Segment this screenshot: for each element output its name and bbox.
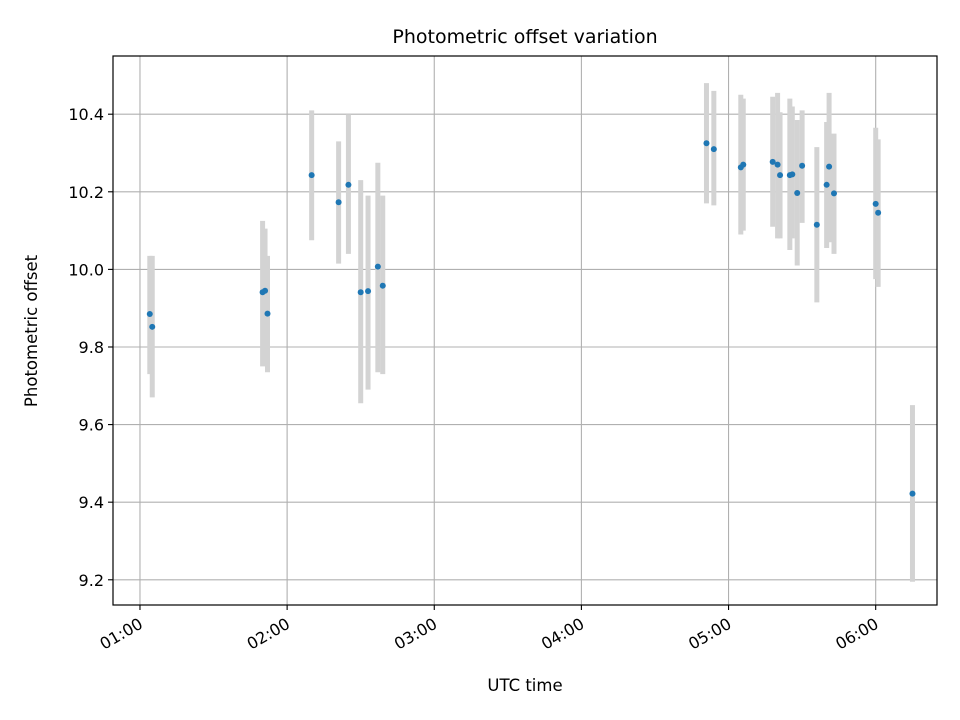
data-point: [826, 163, 833, 170]
data-point: [740, 161, 747, 168]
data-point: [264, 310, 271, 317]
data-point: [345, 181, 352, 188]
data-point: [799, 162, 806, 169]
data-point: [909, 490, 916, 497]
data-point: [149, 323, 156, 330]
data-point: [335, 199, 342, 206]
y-tick-label: 9.2: [79, 571, 104, 590]
data-point: [813, 221, 820, 228]
y-tick-label: 10.2: [68, 183, 104, 202]
y-tick-label: 9.4: [79, 493, 104, 512]
chart-title: Photometric offset variation: [392, 26, 657, 48]
data-point: [710, 146, 717, 153]
data-point: [777, 172, 784, 179]
data-point: [831, 190, 837, 197]
data-point: [262, 287, 269, 294]
data-point: [872, 200, 879, 207]
data-point: [823, 181, 830, 188]
plot-frame: [112, 55, 938, 606]
data-point: [769, 158, 776, 165]
y-axis: 9.2 9.4 9.6 9.8 10.0 10.2 10.4: [68, 105, 113, 590]
data-point: [703, 140, 710, 147]
y-tick-label: 9.6: [79, 416, 104, 435]
data-point: [774, 161, 781, 168]
data-point: [365, 288, 372, 295]
data-point: [146, 311, 153, 318]
y-tick-label: 9.8: [79, 338, 104, 357]
data-point: [789, 171, 796, 178]
y-tick-label: 10.0: [68, 260, 104, 279]
y-tick-label: 10.4: [68, 105, 104, 124]
data-point: [794, 189, 801, 196]
data-point: [357, 289, 364, 296]
data-points: [146, 140, 916, 497]
data-point: [374, 263, 381, 270]
y-axis-label: Photometric offset: [22, 254, 41, 407]
data-point: [875, 209, 882, 216]
data-point: [308, 172, 315, 179]
data-point: [379, 282, 386, 289]
x-axis-label: UTC time: [487, 676, 562, 695]
